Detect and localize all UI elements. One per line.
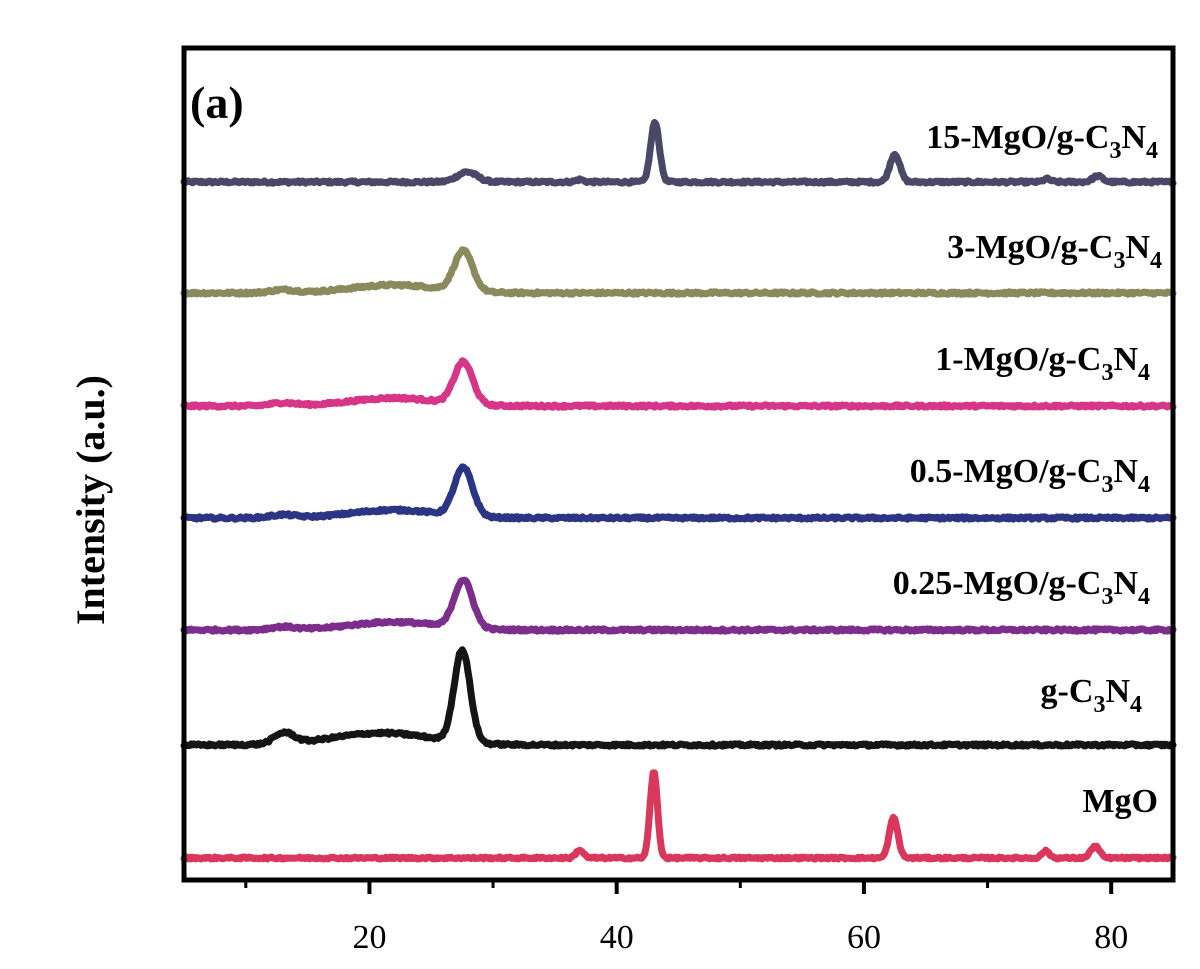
series-line-0 <box>180 119 1177 187</box>
series-line-6 <box>180 769 1177 863</box>
x-tick-label-3: 80 <box>1094 919 1128 956</box>
series-line-3 <box>180 463 1177 523</box>
x-tick-label-1: 40 <box>600 919 634 956</box>
series-line-4 <box>180 576 1177 635</box>
plot-frame <box>181 45 1176 883</box>
series-label-3: 0.5-MgO/g-C3N4 <box>910 453 1150 498</box>
series-label-4: 0.25-MgO/g-C3N4 <box>893 565 1150 610</box>
x-tick-label-2: 60 <box>847 919 881 956</box>
series-label-0: 15-MgO/g-C3N4 <box>926 119 1158 164</box>
panel-label: (a) <box>190 77 244 128</box>
series-label-2: 1-MgO/g-C3N4 <box>935 341 1150 386</box>
x-tick-label-0: 20 <box>352 919 386 956</box>
y-axis-label: Intensity (a.u.) <box>68 375 113 625</box>
series-label-6: MgO <box>1082 783 1158 820</box>
series-label-1: 3-MgO/g-C3N4 <box>947 229 1162 274</box>
series-line-2 <box>180 357 1177 411</box>
x-axis: 20 40 60 80 <box>244 880 1128 956</box>
series-label-5: g-C3N4 <box>1041 673 1142 718</box>
series-layer <box>180 119 1177 863</box>
series-line-1 <box>180 246 1177 298</box>
series-labels: 15-MgO/g-C3N4 3-MgO/g-C3N4 1-MgO/g-C3N4 0.5… <box>893 119 1162 820</box>
series-line-5 <box>180 646 1177 750</box>
